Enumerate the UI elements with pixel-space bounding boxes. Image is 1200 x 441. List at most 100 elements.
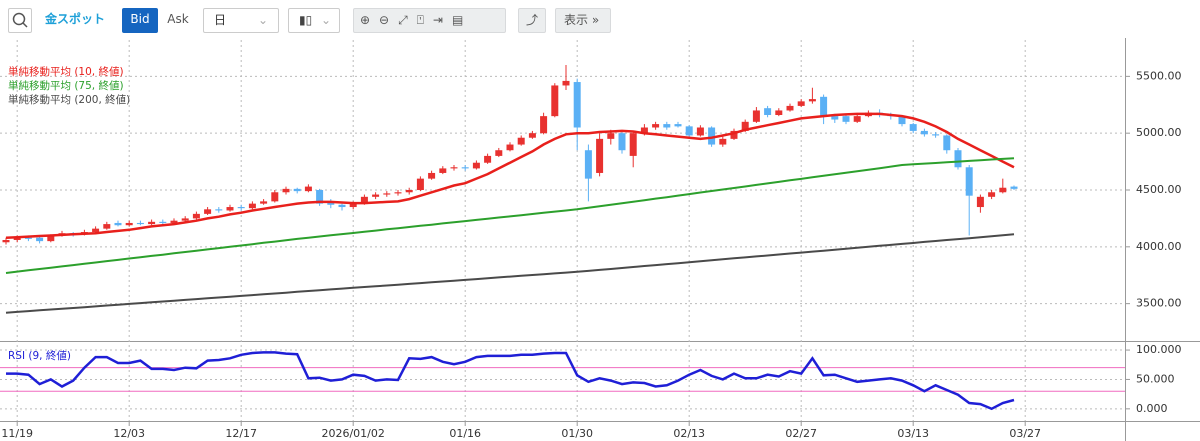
candle-body (674, 124, 682, 127)
ma-line (5, 157, 1015, 274)
x-tick-label: 02/27 (785, 427, 817, 440)
candle-body (551, 85, 559, 117)
candle-body (304, 186, 312, 192)
candle-body (517, 137, 525, 145)
candle-body (775, 110, 783, 115)
y-tick-label: 0.000 (1136, 402, 1168, 415)
candle-body (495, 150, 503, 156)
candle-body (629, 133, 637, 156)
ma-line (5, 112, 1015, 239)
x-tick-label: 02/13 (673, 427, 705, 440)
x-tick-label: 01/16 (449, 427, 481, 440)
candle-body (293, 188, 301, 192)
candle-body (719, 138, 727, 145)
candle-body (159, 221, 167, 223)
candle-body (484, 155, 492, 163)
candle-body (327, 202, 335, 205)
rsi-line (6, 351, 1015, 411)
y-tick-label: 3500.00 (1136, 297, 1182, 310)
candle-body (36, 237, 44, 242)
y-tick-label: 50.000 (1136, 372, 1175, 385)
ask-button[interactable]: Ask (167, 12, 189, 26)
candle-body (472, 162, 480, 169)
legend-entry: 単純移動平均 (200, 終値) (8, 93, 130, 106)
candle-body (607, 133, 615, 139)
candle-body (685, 126, 693, 136)
candle-body (349, 203, 357, 208)
candle-body (204, 209, 212, 214)
candle-body (383, 193, 391, 195)
ma-line (5, 233, 1015, 314)
candle-body (797, 101, 805, 106)
candle-body (976, 196, 984, 208)
period-select[interactable]: 日 ⌄ (203, 8, 279, 33)
candle-body (808, 99, 816, 102)
candle-body (316, 190, 324, 204)
candle-body (405, 190, 413, 193)
candle-body (764, 108, 772, 115)
candle-body (528, 133, 536, 138)
candle-body (428, 172, 436, 179)
candle-body (584, 150, 592, 179)
display: 表示 (564, 13, 589, 27)
candle-body (372, 194, 380, 197)
candle-body (461, 167, 469, 169)
candle-body (338, 204, 346, 208)
chart-type-select[interactable]: ▮▯ ⌄ (288, 8, 340, 33)
x-tick-label: 11/19 (1, 427, 33, 440)
x-tick-label: 03/13 (897, 427, 929, 440)
candle-body (999, 187, 1007, 193)
candle-body (663, 124, 671, 128)
candle-body (1010, 186, 1018, 189)
period: 日 (214, 13, 227, 27)
candle-body (562, 80, 570, 86)
legend-entry: 単純移動平均 (10, 終値) (8, 65, 124, 78)
x-tick-label: 12/03 (113, 427, 145, 440)
candle-body (752, 110, 760, 122)
candle-body (943, 135, 951, 151)
legend-entry: 単純移動平均 (75, 終値) (8, 79, 124, 92)
bid-button[interactable]: Bid (122, 8, 158, 33)
candle-body (226, 207, 234, 211)
y-tick-label: 5000.00 (1136, 126, 1182, 139)
candle-body (416, 178, 424, 190)
y-tick-label: 4000.00 (1136, 240, 1182, 253)
candle-body (954, 150, 962, 168)
candle-body (741, 121, 749, 131)
candle-body (192, 213, 200, 219)
candle-body (596, 138, 604, 173)
candle-body (618, 133, 626, 151)
candle-body (573, 82, 581, 128)
candle-body (2, 240, 10, 243)
candle-body (988, 192, 996, 197)
candle-body (92, 228, 100, 233)
x-tick-label: 01/30 (561, 427, 593, 440)
tool-group[interactable]: ⊕⊖⤢⍞⇥▤ (353, 8, 506, 33)
candle-body (215, 209, 223, 211)
candle-body (394, 192, 402, 194)
candle-body (148, 221, 156, 225)
x-tick-label: 12/17 (225, 427, 257, 440)
candle-body (853, 116, 861, 122)
candle-body (898, 116, 906, 125)
y-tick-label: 5500.00 (1136, 69, 1182, 82)
candle-body (786, 105, 794, 111)
candle-body (248, 203, 256, 209)
indicator-button[interactable]: ⤴ (518, 8, 546, 33)
symbol[interactable]: 金スポット (45, 12, 106, 26)
candle-body (696, 127, 704, 136)
candle-body (125, 222, 133, 226)
display-button[interactable]: 表示 » (555, 8, 611, 33)
candle-body (652, 124, 660, 128)
candle-body (24, 237, 32, 239)
candle-body (260, 201, 268, 204)
candle-body (103, 224, 111, 229)
y-tick-label: 100.000 (1136, 343, 1182, 356)
candle-body (170, 220, 178, 223)
x-tick-label: 2026/01/02 (321, 427, 384, 440)
candle-body (136, 222, 144, 225)
candle-body (540, 116, 548, 134)
search-button[interactable] (8, 8, 32, 33)
